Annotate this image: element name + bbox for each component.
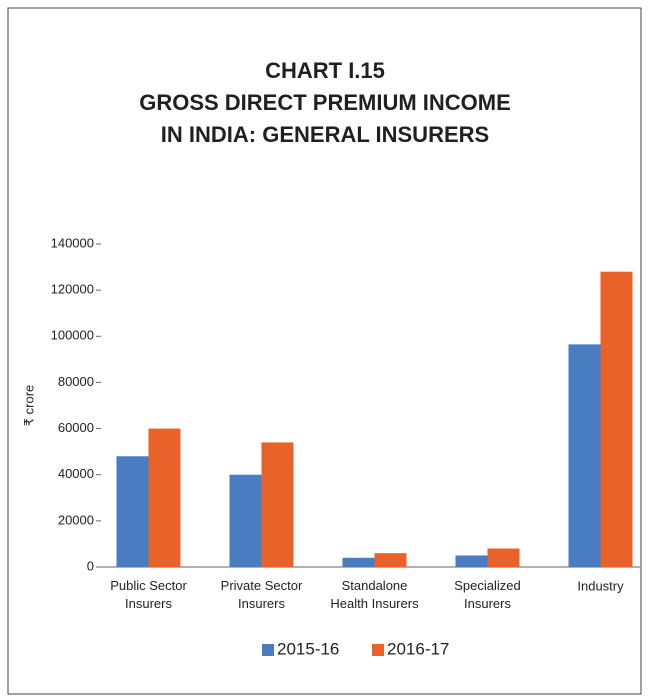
legend-swatch xyxy=(262,644,274,656)
y-axis-label: ₹ crore xyxy=(21,385,36,427)
x-tick-label: Private Sector Insurers xyxy=(221,578,303,611)
legend-swatch xyxy=(372,644,384,656)
chart-title: CHART I.15 GROSS DIRECT PREMIUM INCOME IN … xyxy=(139,58,511,147)
y-tick-label: 140000 xyxy=(51,235,94,250)
bar xyxy=(261,442,294,567)
bar xyxy=(455,555,488,567)
bar xyxy=(148,428,181,567)
bar xyxy=(116,456,149,567)
y-tick-label: 0 xyxy=(87,558,94,573)
y-tick-label: 120000 xyxy=(51,282,94,297)
x-tick-label: Standalone Health Insurers xyxy=(330,578,419,611)
bar xyxy=(487,548,520,567)
y-tick-label: 20000 xyxy=(58,512,94,527)
x-tick-label: Public Sector Insurers xyxy=(110,578,187,611)
bar xyxy=(374,553,407,567)
x-tick-label: Industry xyxy=(577,578,624,593)
bar xyxy=(229,474,262,567)
y-tick-label: 100000 xyxy=(51,328,94,343)
legend-label: 2016-17 xyxy=(387,639,449,658)
bar xyxy=(600,271,633,567)
y-tick-label: 80000 xyxy=(58,374,94,389)
bar xyxy=(342,557,375,567)
y-tick-label: 60000 xyxy=(58,420,94,435)
frame xyxy=(7,7,642,695)
y-tick-label: 40000 xyxy=(58,466,94,481)
x-tick-label: Specialized Insurers xyxy=(454,578,521,611)
legend-label: 2015-16 xyxy=(277,639,339,658)
bar xyxy=(568,344,601,567)
